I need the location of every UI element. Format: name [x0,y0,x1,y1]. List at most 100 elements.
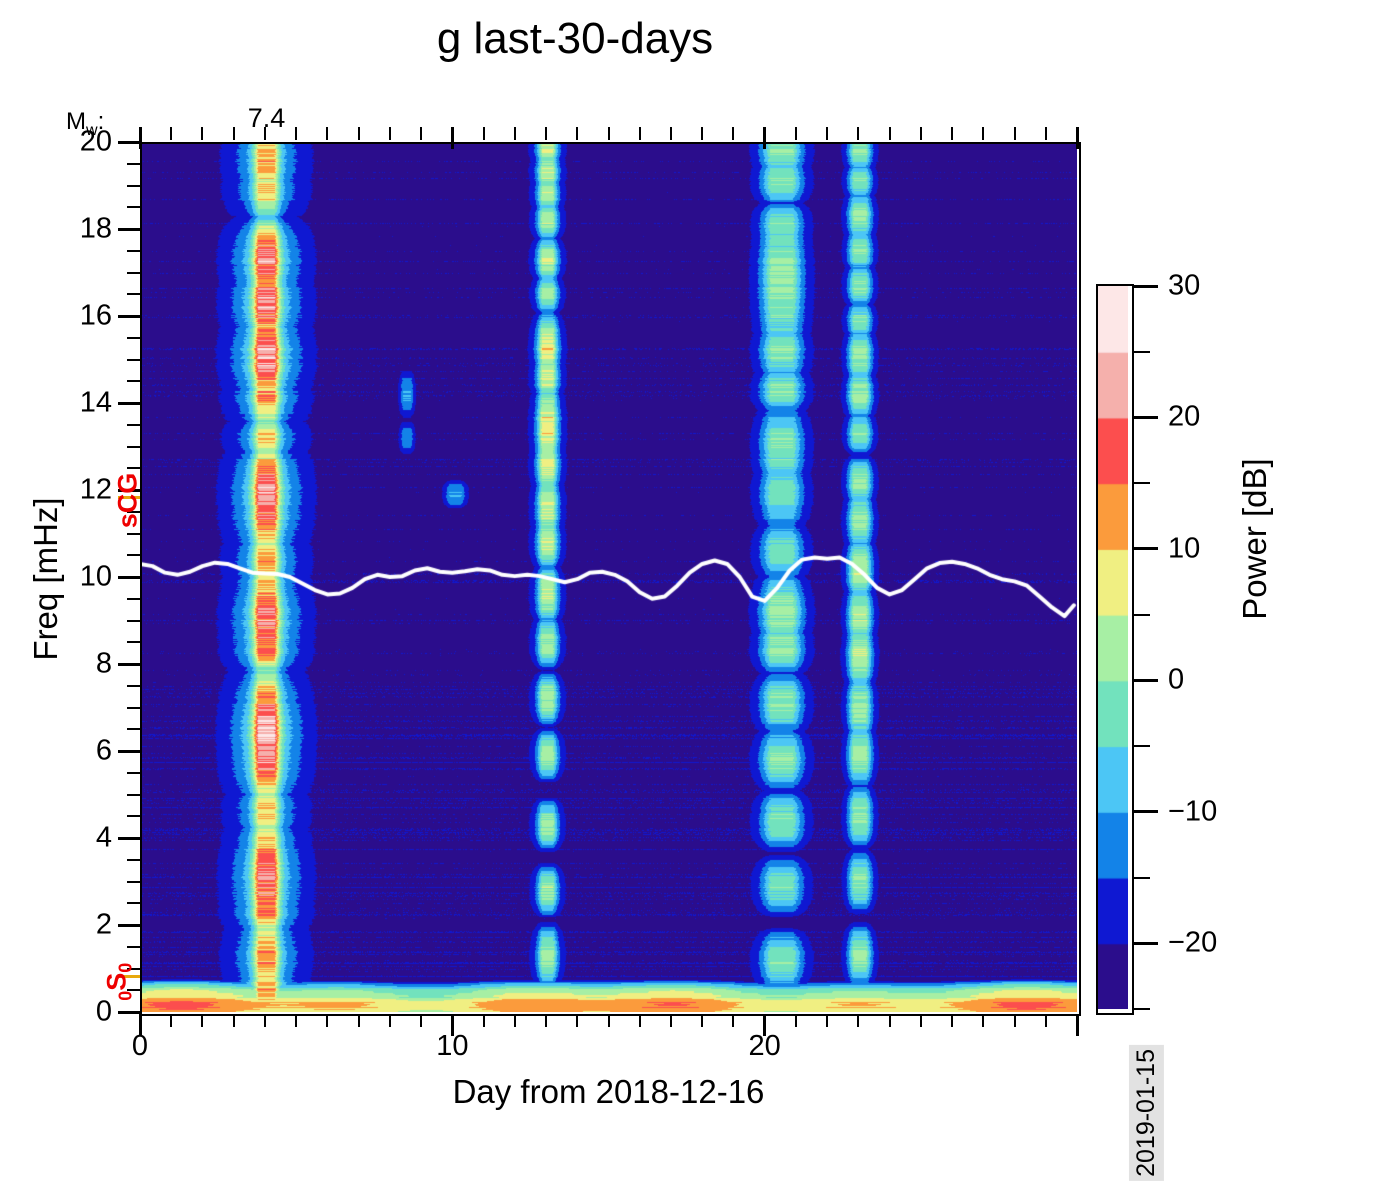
top-axis-minor-tick [545,127,548,140]
spectrogram-canvas [140,142,1077,1012]
top-axis-minor-tick [919,127,922,140]
y-axis-major-tick [118,749,140,753]
top-axis-minor-tick [857,127,860,140]
top-axis-major-tick [763,127,767,149]
x-axis-minor-tick [888,1014,891,1027]
x-axis-major-tick [1075,1014,1079,1036]
y-axis-minor-tick [127,706,140,709]
x-axis-minor-tick [1013,1014,1016,1027]
top-axis-minor-tick [170,127,173,140]
end-date-label: 2019-01-15 [1128,1045,1164,1181]
y-axis-minor-tick [127,380,140,383]
top-axis-minor-tick [232,127,235,140]
y-axis-minor-tick [127,162,140,165]
y-axis-minor-tick [127,858,140,861]
colorbar-major-tick [1134,547,1158,551]
page-title: g last-30-days [436,14,714,63]
top-axis-minor-tick [951,127,954,140]
x-axis-minor-tick [982,1014,985,1027]
x-axis-minor-tick [607,1014,610,1027]
x-axis-minor-tick [420,1014,423,1027]
top-axis-minor-tick [420,127,423,140]
colorbar-major-tick [1134,810,1158,814]
mode-marker-tick [118,496,140,500]
y-axis-tick-label: 16 [79,299,112,332]
x-axis-minor-tick [919,1014,922,1027]
x-axis-major-tick [450,1014,454,1036]
y-axis-tick-label: 0 [95,995,112,1028]
y-axis-minor-tick [127,684,140,687]
top-axis-minor-tick [982,127,985,140]
y-axis-major-tick [118,488,140,492]
colorbar-minor-tick [1134,1008,1150,1010]
y-axis-tick-label: 12 [79,473,112,506]
y-axis-minor-tick [127,336,140,339]
y-axis-minor-tick [127,358,140,361]
x-axis-minor-tick [326,1014,329,1027]
colorbar-frame [1096,284,1134,1015]
y-axis-tick-label: 2 [95,908,112,941]
top-axis-minor-tick [826,127,829,140]
y-axis-minor-tick [127,271,140,274]
y-axis-minor-tick [127,532,140,535]
x-axis-minor-tick [170,1014,173,1027]
colorbar-tick-label: 30 [1168,269,1201,302]
x-axis-minor-tick [1044,1014,1047,1027]
x-axis-minor-tick [263,1014,266,1027]
y-axis-minor-tick [127,619,140,622]
y-axis-major-tick [118,140,140,144]
y-axis-minor-tick [127,771,140,774]
top-axis-minor-tick [357,127,360,140]
x-axis-minor-tick [826,1014,829,1027]
x-axis-minor-tick [513,1014,516,1027]
x-axis-minor-tick [388,1014,391,1027]
y-axis-minor-tick [127,423,140,426]
y-axis-major-tick [118,575,140,579]
y-axis-minor-tick [127,989,140,992]
x-axis-minor-tick [857,1014,860,1027]
colorbar-canvas [1098,286,1128,1009]
y-axis-major-tick [118,401,140,405]
x-axis-major-tick [138,1014,142,1036]
y-axis-minor-tick [127,293,140,296]
colorbar-minor-tick [1134,350,1150,353]
top-axis-minor-tick [263,127,266,140]
colorbar-tick-label: 0 [1168,663,1185,696]
colorbar-tick-label: −20 [1168,926,1218,959]
y-axis-tick-label: 4 [95,821,112,854]
top-axis-minor-tick [576,127,579,140]
y-axis-minor-tick [127,815,140,818]
colorbar-major-tick [1134,941,1158,945]
y-axis-tick-label: 18 [79,212,112,245]
y-axis-tick-label: 20 [79,125,112,158]
x-axis-minor-tick [576,1014,579,1027]
y-axis-major-tick [118,1010,140,1014]
colorbar-minor-tick [1134,482,1150,485]
colorbar-label: Power [dB] [1236,458,1273,620]
top-axis-minor-tick [1013,127,1016,140]
x-axis-minor-tick [232,1014,235,1027]
colorbar-minor-tick [1134,876,1150,879]
colorbar-tick-label: −10 [1168,795,1218,828]
y-axis-minor-tick [127,597,140,600]
y-axis-minor-tick [127,641,140,644]
colorbar-tick-label: 10 [1168,532,1201,565]
top-axis-minor-tick [732,127,735,140]
top-axis-minor-tick [607,127,610,140]
y-axis-minor-tick [127,902,140,905]
mode-marker-label: sCG [112,472,143,529]
x-axis-minor-tick [201,1014,204,1027]
y-axis-minor-tick [127,967,140,970]
top-axis-minor-tick [1044,127,1047,140]
x-axis-tick-label: 10 [436,1030,469,1062]
colorbar-minor-tick [1134,613,1150,616]
colorbar-major-tick [1134,415,1158,419]
y-axis-tick-label: 10 [79,560,112,593]
x-axis-minor-tick [701,1014,704,1027]
x-axis-minor-tick [357,1014,360,1027]
magnitude-event-label: 7.4 [247,103,286,133]
y-axis-minor-tick [127,206,140,209]
top-axis-minor-tick [295,127,298,140]
x-axis-minor-tick [669,1014,672,1027]
y-axis-minor-tick [127,945,140,948]
